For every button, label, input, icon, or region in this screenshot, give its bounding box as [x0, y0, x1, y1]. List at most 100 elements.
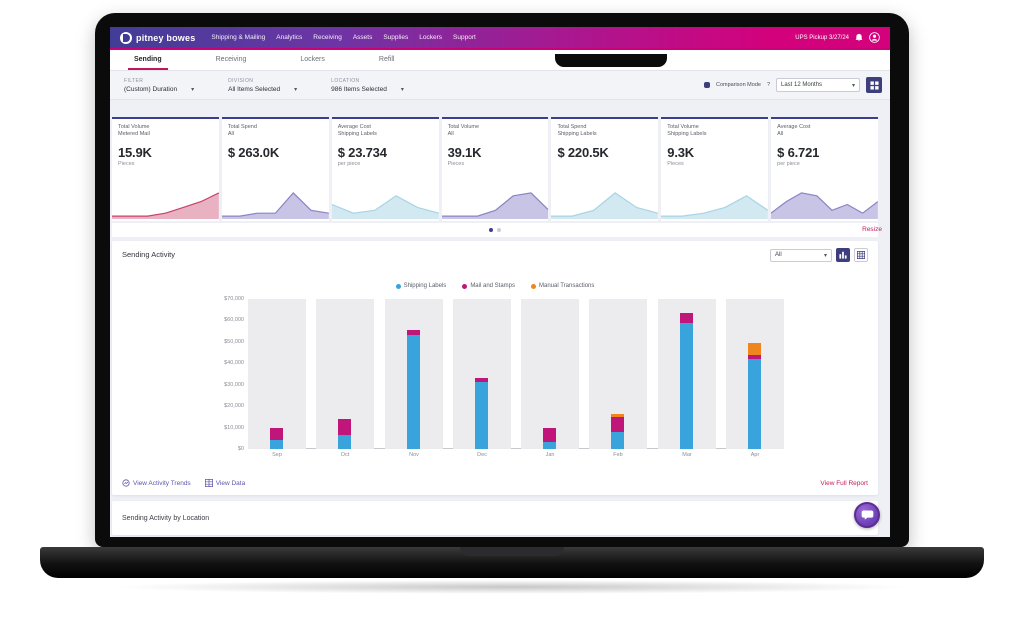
bar-segment-mail-and-stamps — [680, 313, 693, 323]
bar-segment-shipping-labels — [270, 440, 283, 449]
bar-stack-oct[interactable] — [338, 419, 351, 449]
chart-filter-value: All — [775, 252, 782, 258]
filter-label: FILTER — [124, 77, 144, 84]
topnav-right: UPS Pickup 3/27/24 — [795, 32, 880, 43]
table-view-button[interactable] — [854, 248, 868, 262]
comparison-mode-label: Comparison Mode — [716, 82, 761, 88]
resize-link[interactable]: Resize — [862, 226, 882, 233]
chart-band-nov: Nov — [385, 299, 443, 458]
kpi-accent-bar — [112, 117, 219, 119]
date-range-value: Last 12 Months — [781, 82, 823, 88]
kpi-sparkline — [441, 192, 549, 219]
kpi-title-line2: All — [777, 131, 784, 138]
filter-dropdown-filter[interactable]: (Custom) Duration ▾ — [124, 86, 194, 93]
kpi-title: Total Spend All — [228, 124, 323, 139]
kpi-title-line2: Shipping Labels — [337, 131, 377, 138]
chart-band-dec: Dec — [453, 299, 511, 458]
chart-band-sep: Sep — [248, 299, 306, 458]
bar-stack-mar[interactable] — [680, 313, 693, 449]
comparison-toggle-icon[interactable] — [704, 82, 710, 88]
date-range-select[interactable]: Last 12 Months ▾ — [776, 78, 860, 92]
filter-dropdown-location[interactable]: 986 Items Selected ▾ — [331, 86, 404, 93]
bar-segment-mail-and-stamps — [270, 427, 283, 441]
kpi-sparkline — [112, 192, 219, 219]
kpi-title-line2: Metered Mail — [118, 131, 150, 138]
kpi-title: Total Spend Shipping Labels — [557, 124, 652, 139]
legend-label: Mail and Stamps — [470, 283, 515, 289]
chart-view-button[interactable] — [836, 248, 850, 262]
nav-item-assets[interactable]: Assets — [352, 34, 373, 41]
filter-value-text: All Items Selected — [228, 85, 281, 93]
kpi-title: Average Cost All — [777, 124, 872, 139]
view-data-label: View Data — [215, 479, 246, 487]
kpi-card-total-volume-metered-mail[interactable]: Total Volume Metered Mail 15.9K Pieces — [112, 117, 219, 221]
legend-dot-icon — [531, 283, 536, 289]
nav-item-lockers[interactable]: Lockers — [419, 34, 443, 41]
customize-widgets-button[interactable] — [866, 77, 882, 93]
view-data-link[interactable]: View Data — [204, 479, 246, 487]
kpi-card-total-volume-all[interactable]: Total Volume All 39.1K Pieces — [441, 117, 549, 221]
bar-stack-feb[interactable] — [611, 413, 624, 449]
carousel-dot-2[interactable] — [497, 228, 501, 232]
view-activity-trends-link[interactable]: View Activity Trends — [122, 479, 191, 487]
location-section-title: Sending Activity by Location — [122, 514, 210, 522]
bar-segment-shipping-labels — [407, 335, 420, 449]
kpi-card-total-volume-shipping-labels[interactable]: Total Volume Shipping Labels 9.3K Pieces — [661, 117, 769, 221]
kpi-unit: Pieces — [667, 160, 684, 167]
kpi-value: 39.1K — [447, 144, 482, 160]
notification-bell-icon[interactable] — [855, 33, 863, 42]
carousel-dot-1[interactable] — [489, 228, 493, 232]
user-avatar-icon[interactable] — [869, 32, 880, 43]
bar-stack-apr[interactable] — [748, 342, 761, 449]
kpi-unit — [228, 161, 323, 168]
filter-dropdown-division[interactable]: All Items Selected ▾ — [228, 86, 297, 93]
x-axis-label: Oct — [340, 452, 350, 458]
nav-item-supplies[interactable]: Supplies — [383, 34, 409, 41]
kpi-sparkline — [551, 192, 659, 219]
kpi-sparkline — [331, 195, 439, 219]
bar-stack-sep[interactable] — [270, 427, 283, 449]
nav-item-shipping-mailing[interactable]: Shipping & Mailing — [211, 34, 266, 41]
kpi-title-line2: Shipping Labels — [667, 131, 707, 138]
chart-filter-select[interactable]: All ▾ — [770, 248, 832, 262]
legend-item-mail-and-stamps[interactable]: Mail and Stamps — [462, 283, 515, 289]
y-axis-label: $50,000 — [224, 338, 244, 345]
x-axis-label: Apr — [750, 452, 760, 458]
y-axis-label: $70,000 — [224, 296, 244, 302]
legend-label: Manual Transactions — [539, 283, 595, 289]
kpi-value: 15.9K — [118, 144, 152, 160]
nav-item-analytics[interactable]: Analytics — [276, 34, 303, 41]
kpi-sparkline — [771, 192, 879, 219]
legend-item-shipping-labels[interactable]: Shipping Labels — [395, 283, 446, 289]
kpi-unit: Pieces — [447, 160, 465, 167]
kpi-sparkline — [221, 191, 329, 219]
tab-sending[interactable]: Sending — [128, 51, 168, 70]
legend-dot-icon — [462, 283, 468, 289]
view-full-report-link[interactable]: View Full Report — [820, 480, 868, 487]
filter-value-text: (Custom) Duration — [124, 85, 178, 93]
tab-refill[interactable]: Refill — [378, 56, 395, 63]
y-axis-label: $40,000 — [224, 360, 244, 367]
kpi-card-average-cost-all[interactable]: Average Cost All $ 6.721 per piece — [771, 117, 879, 221]
y-axis-label: $0 — [237, 446, 244, 452]
brand[interactable]: pitney bowes — [120, 31, 195, 44]
y-axis-label: $60,000 — [224, 317, 244, 324]
kpi-card-average-cost-shipping-labels[interactable]: Average Cost Shipping Labels $ 23.734 per p… — [331, 117, 439, 221]
kpi-title: Total Volume Shipping Labels — [667, 124, 762, 139]
chevron-down-icon: ▾ — [851, 82, 855, 89]
nav-item-support[interactable]: Support — [453, 34, 476, 41]
kpi-value: $ 23.734 — [337, 144, 387, 160]
help-icon[interactable]: ? — [766, 82, 770, 88]
pitney-bowes-logo-icon — [120, 31, 132, 44]
nav-item-receiving[interactable]: Receiving — [313, 34, 342, 41]
tab-lockers[interactable]: Lockers — [300, 56, 325, 63]
bar-stack-nov[interactable] — [407, 330, 420, 449]
chat-assistant-button[interactable] — [854, 502, 880, 528]
legend-item-manual-transactions[interactable]: Manual Transactions — [531, 283, 594, 289]
bar-stack-jan[interactable] — [543, 427, 556, 449]
tab-receiving[interactable]: Receiving — [215, 56, 247, 63]
bar-stack-dec[interactable] — [475, 378, 488, 449]
kpi-card-row: Total Volume Metered Mail 15.9K Pieces Total… — [112, 117, 879, 221]
kpi-card-total-spend-all[interactable]: Total Spend All $ 263.0K — [221, 117, 329, 221]
kpi-card-total-spend-shipping-labels[interactable]: Total Spend Shipping Labels $ 220.5K — [551, 117, 659, 221]
